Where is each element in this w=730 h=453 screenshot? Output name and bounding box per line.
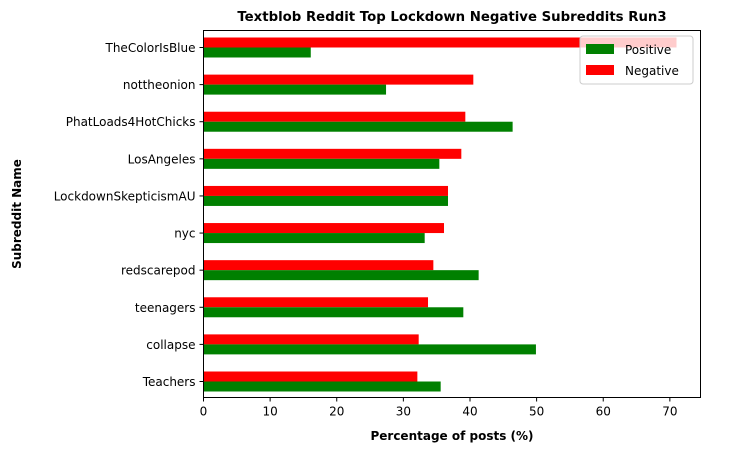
y-tick-label: collapse	[146, 338, 195, 352]
legend: Positive Negative	[579, 35, 694, 85]
bar-negative-nyc	[203, 223, 445, 234]
x-tick-label: 10	[262, 405, 277, 419]
bar-positive-LockdownSkepticismAU	[203, 195, 449, 206]
y-tick-label: nottheonion	[123, 78, 196, 92]
bar-negative-teenagers	[203, 297, 429, 308]
bars-group	[203, 37, 677, 392]
bar-negative-TheColorIsBlue	[203, 37, 677, 48]
bar-positive-Teachers	[203, 381, 441, 392]
y-tick-label: PhatLoads4HotChicks	[66, 115, 196, 129]
x-tick-label: 30	[396, 405, 411, 419]
bar-positive-redscarepod	[203, 270, 479, 281]
bar-negative-collapse	[203, 334, 419, 345]
x-tick-label: 0	[200, 405, 208, 419]
x-ticks-group: 0 10 20 30 40 50 60 70	[200, 397, 677, 419]
y-tick-label: LosAngeles	[128, 152, 196, 166]
bar-negative-LosAngeles	[203, 148, 462, 159]
y-ticks-group: Teachers collapse teenagers redscarepod nyc L…	[54, 41, 204, 389]
y-tick-label: redscarepod	[121, 264, 196, 278]
legend-label-positive: Positive	[625, 43, 671, 57]
y-tick-label: Teachers	[142, 375, 196, 389]
bar-positive-PhatLoads4HotChicks	[203, 121, 513, 132]
bar-positive-nottheonion	[203, 84, 387, 95]
x-tick-label: 20	[329, 405, 344, 419]
x-tick-label: 60	[596, 405, 611, 419]
bar-negative-PhatLoads4HotChicks	[203, 111, 466, 122]
bar-negative-LockdownSkepticismAU	[203, 185, 449, 196]
y-tick-label: LockdownSkepticismAU	[54, 189, 196, 203]
bar-positive-teenagers	[203, 307, 464, 318]
x-tick-label: 70	[662, 405, 677, 419]
bar-negative-nottheonion	[203, 74, 474, 85]
y-tick-label: teenagers	[135, 301, 196, 315]
bar-positive-TheColorIsBlue	[203, 47, 311, 58]
legend-swatch-negative	[586, 65, 614, 75]
x-tick-label: 50	[529, 405, 544, 419]
bar-positive-LosAngeles	[203, 158, 440, 169]
plot-frame	[203, 30, 701, 398]
x-tick-label: 40	[462, 405, 477, 419]
chart-title: Textblob Reddit Top Lockdown Negative Su…	[237, 10, 666, 25]
bar-negative-redscarepod	[203, 260, 434, 271]
bar-positive-collapse	[203, 344, 536, 355]
bar-negative-Teachers	[203, 371, 418, 382]
bar-positive-nyc	[203, 233, 425, 244]
x-axis-label: Percentage of posts (%)	[370, 429, 533, 443]
legend-label-negative: Negative	[625, 64, 679, 78]
y-tick-label: TheColorIsBlue	[105, 41, 196, 55]
y-tick-label: nyc	[174, 227, 195, 241]
legend-swatch-positive	[586, 44, 614, 54]
y-axis-label: Subreddit Name	[10, 159, 24, 269]
